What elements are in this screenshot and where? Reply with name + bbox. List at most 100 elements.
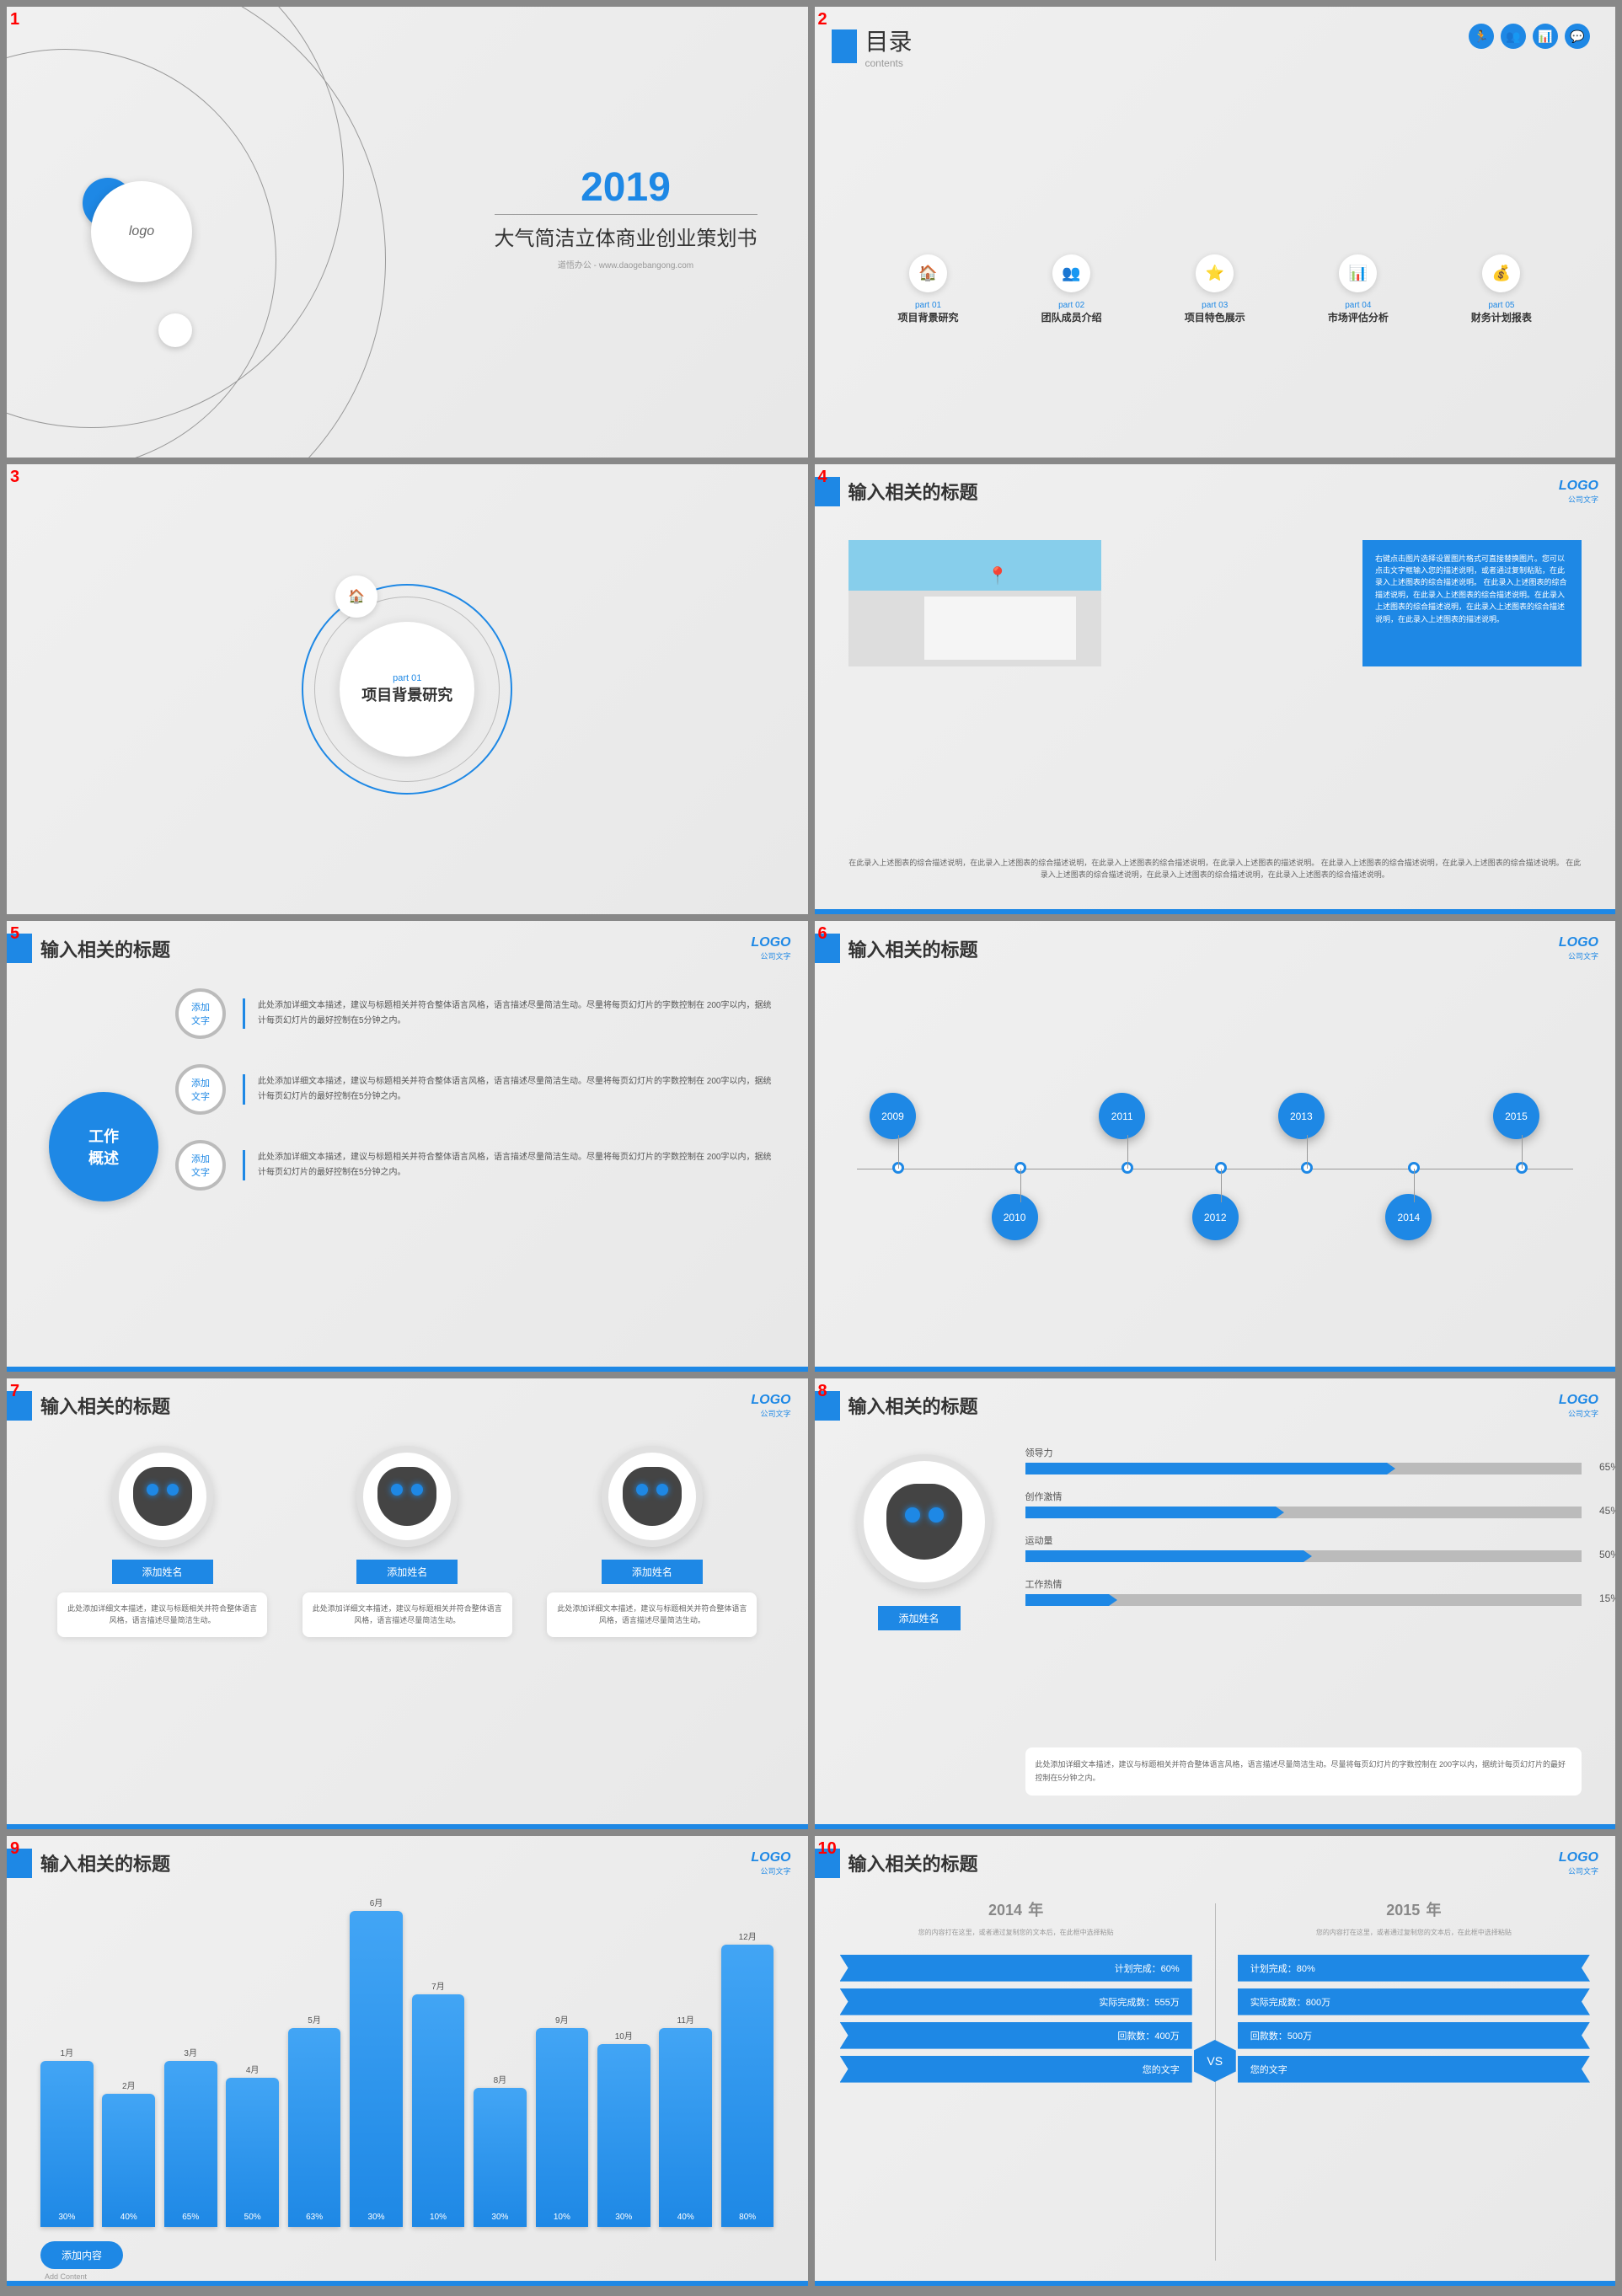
year: 2019 [495, 164, 757, 211]
skill-bar: 领导力 65% [1025, 1446, 1582, 1474]
robot-icon [623, 1467, 682, 1526]
timeline-year: 2015 [1493, 1093, 1539, 1139]
subtitle: 道悟办公 - www.daogebangong.com [495, 258, 757, 270]
slides-grid: 1 logo 2019 大气简洁立体商业创业策划书 道悟办公 - www.dao… [0, 0, 1622, 2293]
skill-label: 领导力 [1025, 1446, 1582, 1459]
section-num: part 01 [393, 673, 421, 683]
member-desc: 此处添加详细文本描述，建议与标题相关并符合整体语言风格，语言描述尽量简洁生动。尽… [1025, 1747, 1582, 1795]
skill-track: 45% [1025, 1507, 1582, 1518]
part-icon: 💰 [1482, 254, 1520, 292]
skill-label: 运动量 [1025, 1533, 1582, 1547]
bar-pct: 40% [120, 2213, 137, 2222]
bar-label: 7月 [431, 1979, 445, 1992]
comparison-year: 2015 年 [1238, 1895, 1590, 1921]
comparison-item: 实际完成数：800万 [1238, 1988, 1590, 2015]
avatar [857, 1454, 992, 1589]
skill-pct: 50% [1599, 1549, 1615, 1560]
chart-bar: 4月 50% [226, 2078, 279, 2228]
bar-label: 12月 [739, 1929, 757, 1942]
chart-bar: 2月 40% [102, 2094, 155, 2227]
timeline-year: 2011 [1099, 1093, 1145, 1139]
slide-number: 9 [10, 1839, 19, 1859]
slide-2: 2 目录 contents 🏃 👥 📊 💬 🏠part 01项目背景研究 👥pa… [815, 7, 1616, 458]
decor-dot [158, 313, 192, 347]
logo-circle: logo [91, 181, 192, 282]
comparison-left: 2014 年 您的内容打在这里，或者通过复制您的文本后，在此框中选择粘贴 计划完… [840, 1895, 1192, 2270]
member-desc: 此处添加详细文本描述，建议与标题相关并符合整体语言风格，语言描述尽量简洁生动。 [57, 1592, 267, 1637]
robot-icon [377, 1467, 436, 1526]
bar-label: 9月 [555, 2013, 569, 2026]
bar-label: 5月 [308, 2013, 321, 2026]
comparison-item: 您的文字 [1238, 2056, 1590, 2083]
comparison-item: 回款数：500万 [1238, 2022, 1590, 2049]
slide-number: 2 [818, 10, 827, 29]
timeline-year: 2009 [870, 1093, 916, 1139]
toc-header: 目录 contents [832, 24, 913, 69]
skill-label: 创作激情 [1025, 1490, 1582, 1503]
chart-bar: 5月 63% [288, 2028, 341, 2228]
bar-pct: 30% [491, 2213, 508, 2222]
bar-pct: 50% [244, 2213, 261, 2222]
slide-header: 输入相关的标题 LOGO公司文字 [815, 1391, 1599, 1421]
robot-icon [133, 1467, 192, 1526]
slide-9: 9 输入相关的标题 LOGO公司文字 1月 30%2月 40%3月 65%4月 … [7, 1836, 808, 2287]
list-item: 添加 文字此处添加详细文本描述，建议与标题相关并符合整体语言风格，语言描述尽量简… [175, 1140, 774, 1191]
divider [1215, 1903, 1216, 2261]
chart-bar: 12月 80% [721, 1945, 774, 2227]
slide-8: 8 输入相关的标题 LOGO公司文字 添加姓名 领导力 65% 创作激情 45%… [815, 1378, 1616, 1829]
slide-5: 5 输入相关的标题 LOGO公司文字 工作 概述 添加 文字此处添加详细文本描述… [7, 921, 808, 1372]
add-content-button[interactable]: 添加内容 [40, 2241, 123, 2269]
avatar [112, 1446, 213, 1547]
comparison-item: 计划完成：60% [840, 1955, 1192, 1982]
member-desc: 此处添加详细文本描述，建议与标题相关并符合整体语言风格，语言描述尽量简洁生动。 [302, 1592, 512, 1637]
comparison-right: 2015 年 您的内容打在这里，或者通过复制您的文本后，在此框中选择粘贴 计划完… [1238, 1895, 1590, 2270]
skill-pct: 45% [1599, 1505, 1615, 1517]
skill-label: 工作热情 [1025, 1577, 1582, 1591]
header-icons: 🏃 👥 📊 💬 [1469, 24, 1590, 49]
bar-pct: 40% [677, 2213, 694, 2222]
bar-label: 6月 [370, 1896, 383, 1908]
bar-label: 2月 [122, 2079, 136, 2091]
main-circle: 工作 概述 [49, 1092, 158, 1202]
chart-bar: 10月 30% [597, 2044, 650, 2227]
slide-header: 输入相关的标题 LOGO公司文字 [7, 1849, 791, 1878]
map-pin-icon: 📍 [988, 565, 1009, 586]
chart-bar: 3月 65% [164, 2061, 217, 2227]
slide-7: 7 输入相关的标题 LOGO公司文字 添加姓名 此处添加详细文本描述，建议与标题… [7, 1378, 808, 1829]
chart-bar: 7月 10% [412, 1994, 465, 2227]
slide-3: 3 🏠 part 01 项目背景研究 [7, 464, 808, 915]
bar-pct: 30% [58, 2213, 75, 2222]
toc-title: 目录 [865, 29, 913, 55]
toc-part: 🏠part 01项目背景研究 [857, 254, 1000, 324]
slide-number: 4 [818, 468, 827, 487]
header-icon: 📊 [1533, 24, 1558, 49]
robot-icon [886, 1484, 962, 1560]
bar-pct: 65% [182, 2213, 199, 2222]
slide-number: 3 [10, 468, 19, 487]
header-icon: 💬 [1565, 24, 1590, 49]
bar-pct: 63% [306, 2213, 323, 2222]
slide-header: 输入相关的标题 LOGO公司文字 [815, 1849, 1599, 1878]
slide-number: 1 [10, 10, 19, 29]
chart-bar: 8月 30% [474, 2088, 527, 2228]
vs-badge: VS [1194, 2040, 1236, 2082]
chart-bar: 11月 40% [659, 2028, 712, 2228]
slide-1: 1 logo 2019 大气简洁立体商业创业策划书 道悟办公 - www.dao… [7, 7, 808, 458]
member-name: 添加姓名 [112, 1560, 213, 1584]
header-icon: 👥 [1501, 24, 1526, 49]
skill-track: 65% [1025, 1463, 1582, 1474]
slide-number: 7 [10, 1382, 19, 1401]
bar-label: 11月 [677, 2013, 694, 2026]
bar-pct: 30% [615, 2213, 632, 2222]
section-name: 项目背景研究 [361, 683, 452, 705]
member-desc: 此处添加详细文本描述，建议与标题相关并符合整体语言风格，语言描述尽量简洁生动。 [547, 1592, 757, 1637]
toc-part: 👥part 02团队成员介绍 [1000, 254, 1143, 324]
chart-bar: 6月 30% [350, 1911, 403, 2227]
slide-header: 输入相关的标题 LOGO公司文字 [7, 1391, 791, 1421]
skill-bar: 工作热情 15% [1025, 1577, 1582, 1606]
slide-header: 输入相关的标题 LOGO公司文字 [815, 934, 1599, 963]
slide-number: 5 [10, 924, 19, 944]
skill-pct: 65% [1599, 1461, 1615, 1473]
team-member: 添加姓名 此处添加详细文本描述，建议与标题相关并符合整体语言风格，语言描述尽量简… [57, 1446, 267, 1637]
skill-bars: 领导力 65% 创作激情 45% 运动量 50% 工作热情 15% [1025, 1446, 1582, 1621]
